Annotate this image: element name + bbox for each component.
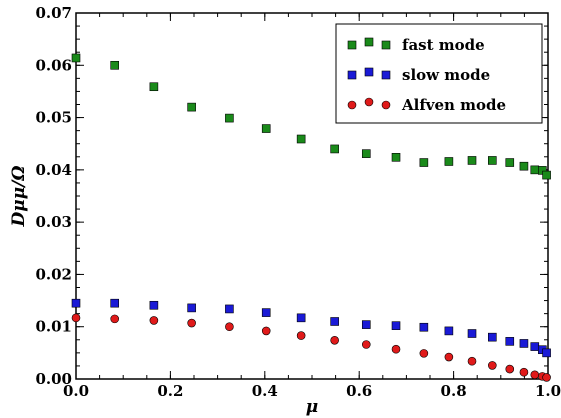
y-axis-label: Dμμ/Ω [9,166,29,228]
data-point [330,336,339,345]
data-point [225,113,234,123]
data-point [361,320,371,329]
legend-label: fast mode [402,36,485,54]
data-point [361,149,371,158]
x-tick-label: 0.2 [157,382,183,400]
data-point [187,303,196,313]
data-point [519,367,529,377]
data-point [187,102,196,112]
x-tick-label: 0.4 [252,382,278,400]
legend-marker [347,70,357,80]
data-point [488,332,497,342]
legend-marker [364,67,374,77]
data-point [261,326,271,336]
legend-marker [381,40,391,50]
x-tick-label: 1.0 [535,382,561,400]
data-point [149,82,159,92]
data-point [149,300,159,310]
data-point [519,339,529,348]
data-point [110,314,120,324]
data-point [467,156,477,165]
data-point [110,60,120,70]
legend-item: Alfven mode [347,96,506,114]
legend-label: Alfven mode [401,96,506,114]
data-point [542,348,551,358]
y-tick-label: 0.04 [35,161,72,179]
y-tick-label: 0.07 [35,4,72,22]
x-tick-label: 0.8 [441,382,467,400]
data-point [530,342,540,351]
data-point [419,158,429,167]
data-point [444,326,454,336]
y-tick-label: 0.01 [35,318,72,336]
data-point [71,298,81,308]
data-point [542,170,551,180]
data-point [519,161,529,171]
data-point [467,329,477,338]
legend-marker [364,97,374,107]
legend-item: slow mode [347,66,490,84]
data-point [71,313,81,323]
data-point [225,304,234,314]
data-point [261,124,271,133]
data-point [187,318,196,328]
series-slow-mode [71,298,551,358]
legend-marker [381,100,391,110]
y-tick-label: 0.06 [35,56,72,74]
plot-area: 0.0 0.2 0.4 0.6 0.8 1.0 0.00 0.01 0.02 0.03 0.04 0.… [35,4,561,400]
series-fast-mode [71,53,551,180]
data-point [296,313,306,323]
y-tick-label: 0.00 [35,370,72,388]
legend-marker [347,40,357,50]
data-point [71,53,81,63]
legend-marker [381,70,391,80]
series-alfven-mode [71,313,551,382]
y-tick-label: 0.02 [35,265,72,283]
data-point [444,157,454,166]
data-point [542,373,551,382]
data-point [330,144,339,154]
data-point [530,370,540,380]
data-point [261,308,271,317]
data-point [391,344,401,354]
legend: fast mode slow mode Alfven mode [335,23,543,124]
data-point [110,298,120,308]
data-point [505,364,515,374]
data-point [488,156,497,165]
data-point [149,316,159,325]
x-tick-label: 0.6 [346,382,372,400]
legend-items: fast mode slow mode Alfven mode [347,36,506,114]
legend-item: fast mode [347,36,485,54]
data-point [505,158,515,167]
data-point [530,165,540,175]
legend-label: slow mode [402,66,490,84]
data-point [330,317,339,326]
ticks [75,12,549,380]
x-tick-label: 0.0 [63,382,89,400]
data-point [444,352,454,362]
data-point [296,331,306,340]
data-point [391,153,401,162]
data-point [391,321,401,330]
data-point [419,322,429,332]
data-point [505,337,515,346]
tick-labels: 0.0 0.2 0.4 0.6 0.8 1.0 0.00 0.01 0.02 0.03 0.04 0.… [35,4,561,400]
data-point [467,356,477,366]
legend-marker [347,100,357,110]
data-point [361,340,371,349]
legend-marker [364,37,374,47]
y-tick-label: 0.05 [35,109,72,127]
data-point [296,134,306,144]
y-tick-label: 0.03 [35,213,72,231]
data-point [225,322,234,332]
x-axis-label: μ [306,397,318,417]
data-point [419,349,429,358]
data-point [488,361,497,370]
data-points [71,53,551,382]
